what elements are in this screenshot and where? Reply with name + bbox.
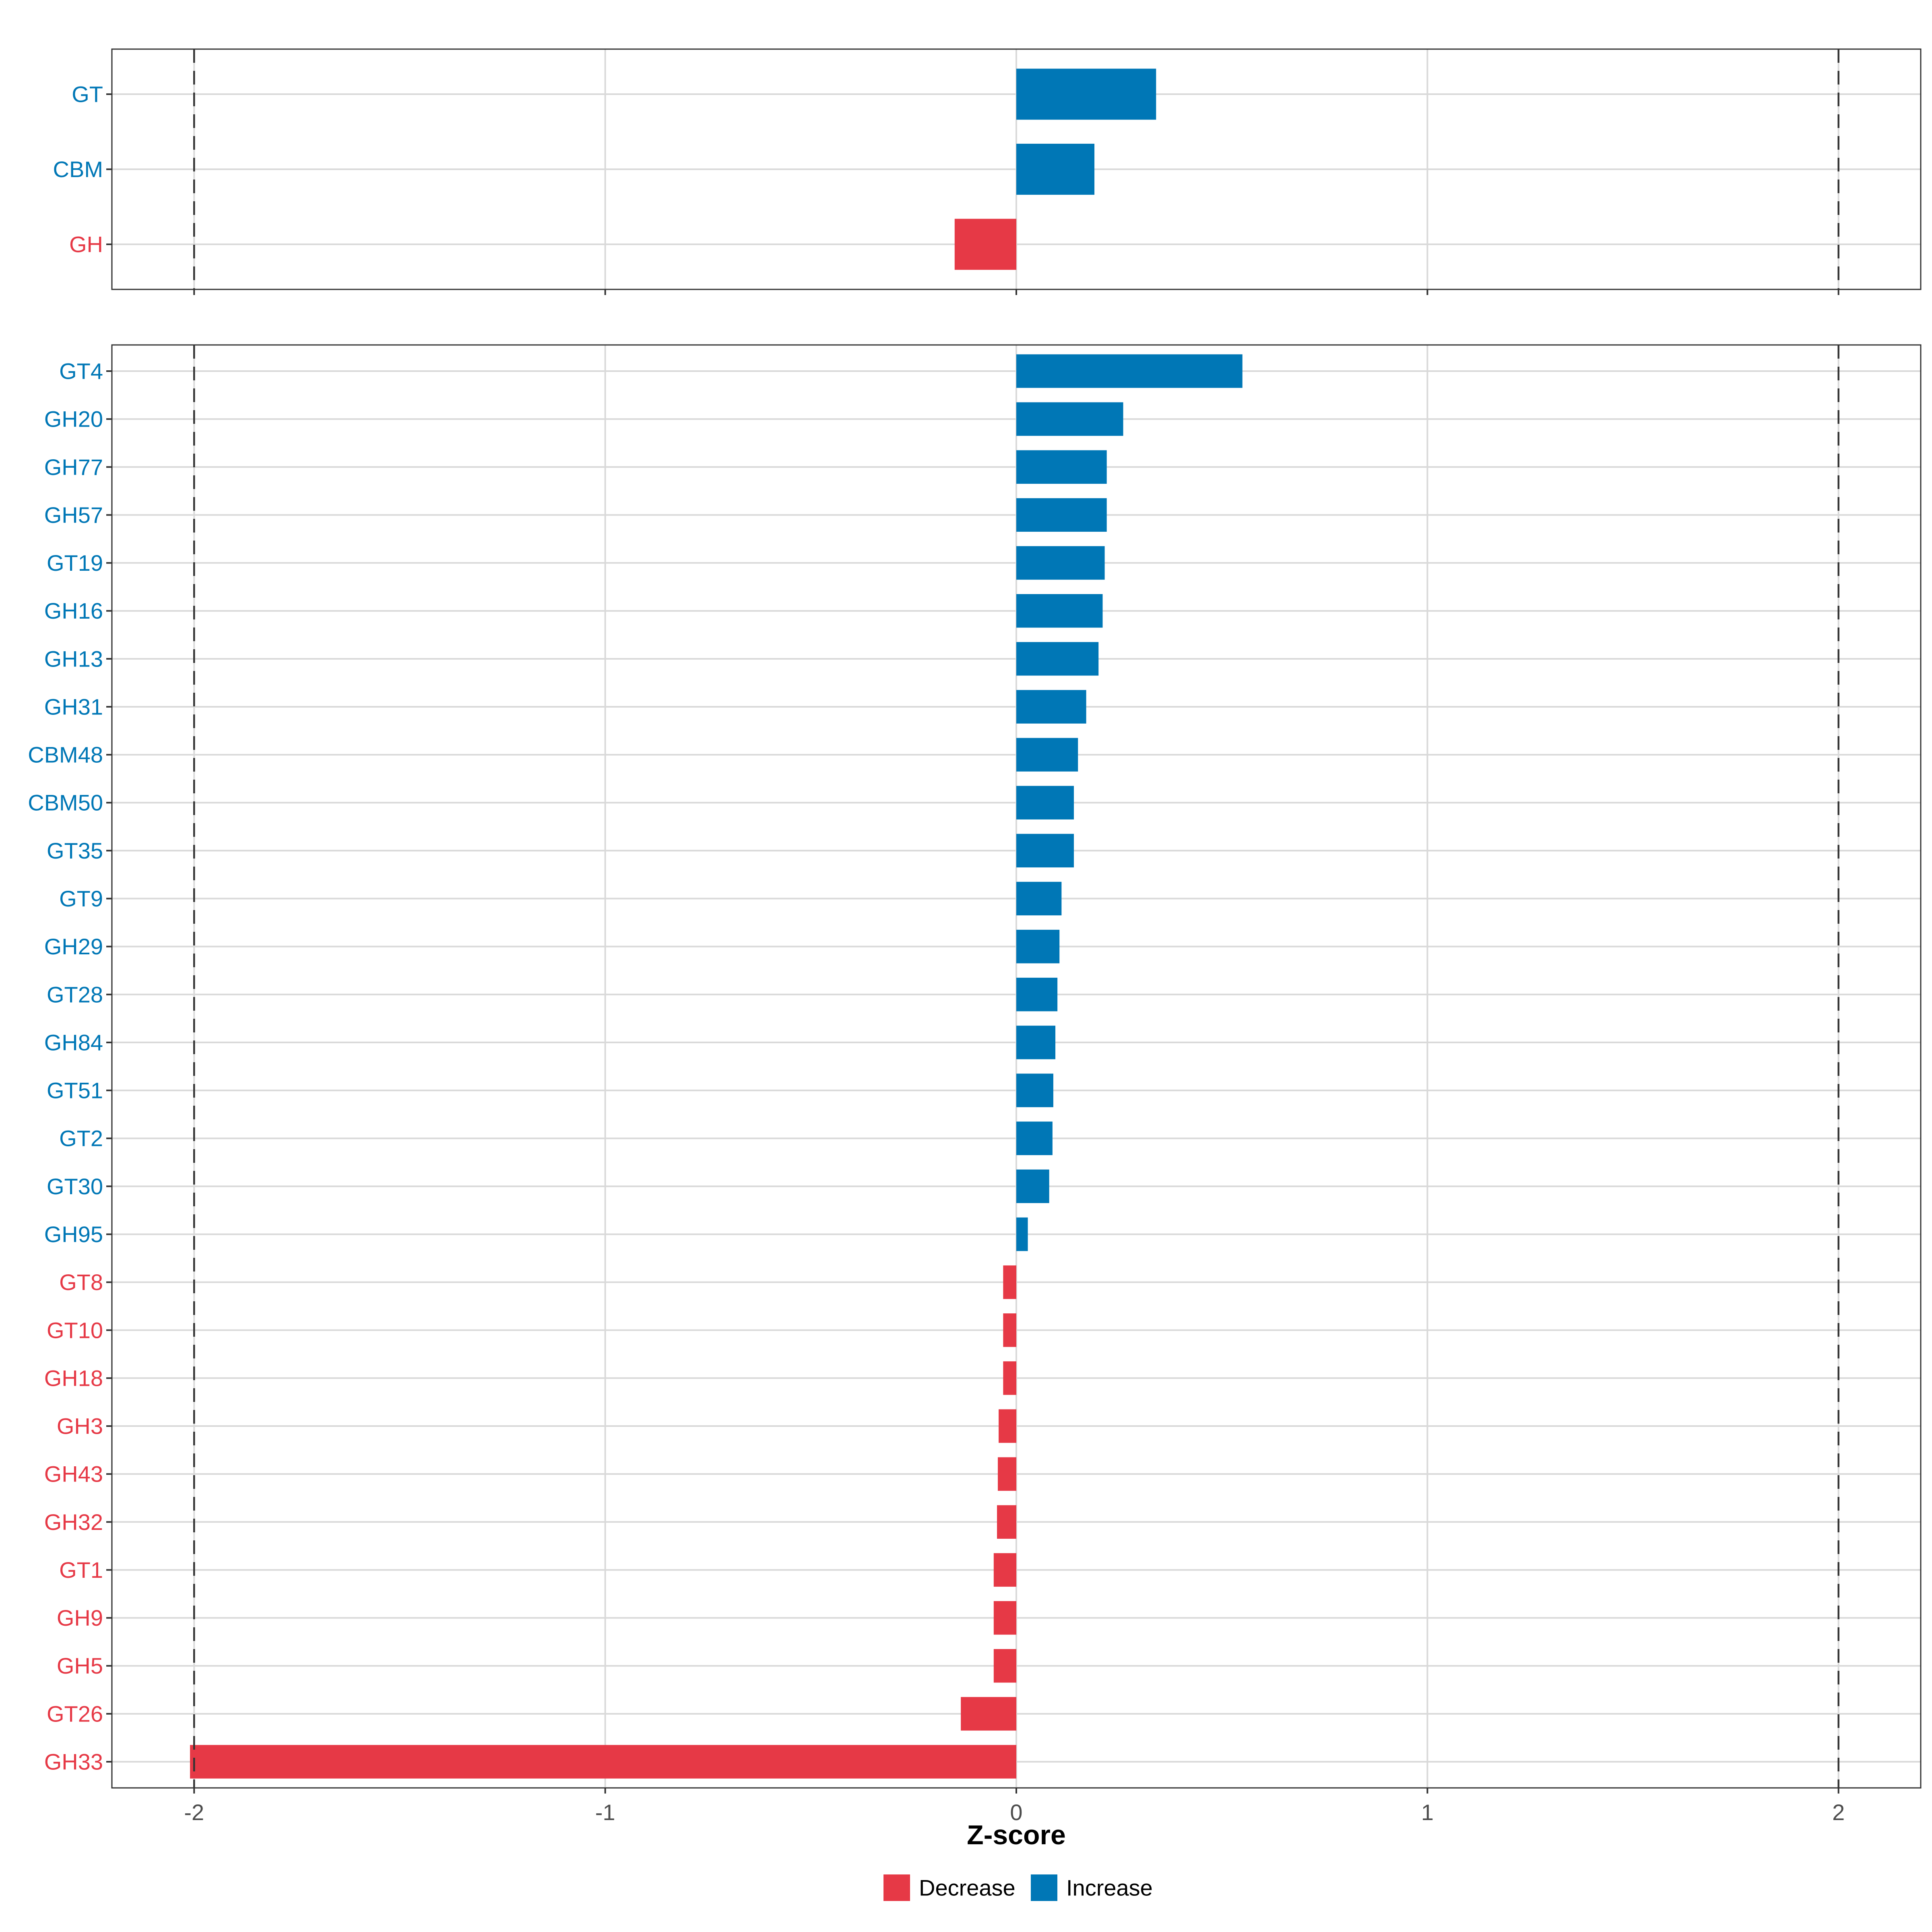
category-label-gh84: GH84 — [44, 1030, 103, 1055]
bar-gh18 — [1003, 1361, 1016, 1395]
category-label-gt28: GT28 — [47, 982, 103, 1007]
bar-cbm50 — [1016, 786, 1074, 819]
category-label-gt2: GT2 — [59, 1126, 103, 1151]
category-label-gt51: GT51 — [47, 1078, 103, 1103]
category-label-gh18: GH18 — [44, 1365, 103, 1391]
category-label-gt9: GT9 — [59, 886, 103, 911]
bar-gh20 — [1016, 402, 1123, 436]
bar-gh3 — [999, 1409, 1016, 1443]
category-label-gt26: GT26 — [47, 1701, 103, 1726]
category-label-cbm50: CBM50 — [28, 790, 103, 815]
bar-gt51 — [1016, 1073, 1053, 1107]
bar-gt10 — [1003, 1313, 1016, 1347]
category-label-gt35: GT35 — [47, 838, 103, 863]
x-tick-label: -1 — [595, 1800, 615, 1825]
category-label-gh9: GH9 — [57, 1605, 103, 1631]
category-label-gh77: GH77 — [44, 454, 103, 480]
legend-label-decrease: Decrease — [919, 1875, 1016, 1901]
category-label-gt10: GT10 — [47, 1317, 103, 1343]
category-label-gh31: GH31 — [44, 694, 103, 719]
legend-label-increase: Increase — [1066, 1875, 1153, 1901]
category-label-gt19: GT19 — [47, 550, 103, 576]
bar-gt26 — [961, 1697, 1016, 1731]
bar-gt28 — [1016, 978, 1058, 1011]
category-label-gh32: GH32 — [44, 1509, 103, 1535]
category-label-gh13: GH13 — [44, 646, 103, 671]
bar-gh33 — [190, 1745, 1016, 1779]
category-label-gh95: GH95 — [44, 1222, 103, 1247]
legend-swatch-increase — [1031, 1874, 1057, 1901]
bar-gh29 — [1016, 929, 1060, 964]
category-label-gh20: GH20 — [44, 407, 103, 432]
bar-gh16 — [1016, 594, 1103, 628]
bar-gh31 — [1016, 690, 1086, 724]
bar-gt19 — [1016, 546, 1105, 580]
category-label-gt: GT — [72, 82, 103, 107]
bar-gh13 — [1016, 642, 1099, 676]
bottom-panel: GT4 GH20 GH77 GH57 GT19 GH16 GH13 GH31 CBM48 CBM5… — [28, 344, 1922, 1789]
bar-gt9 — [1016, 881, 1062, 916]
category-label-gt30: GT30 — [47, 1174, 103, 1199]
x-tick-label: 1 — [1421, 1800, 1434, 1825]
bar-cbm48 — [1016, 738, 1078, 772]
bar-gh84 — [1016, 1026, 1056, 1059]
bar-gt35 — [1016, 834, 1074, 868]
category-label-cbm: CBM — [53, 157, 103, 182]
top-panel: GT CBM GH — [53, 48, 1922, 295]
bar-gh5 — [993, 1649, 1016, 1683]
bar-gh9 — [993, 1601, 1016, 1635]
category-label-gh43: GH43 — [44, 1461, 103, 1487]
bar-gh — [954, 219, 1016, 270]
x-axis: -2 -1 0 1 2 — [184, 1788, 1845, 1825]
x-tick-label: 2 — [1832, 1800, 1845, 1825]
bar-gt4 — [1016, 354, 1243, 388]
legend-swatch-decrease — [883, 1874, 910, 1901]
bar-gh77 — [1016, 450, 1107, 484]
category-label-gt8: GT8 — [59, 1269, 103, 1295]
x-tick-label: -2 — [184, 1800, 204, 1825]
bar-gt — [1016, 68, 1156, 120]
category-label-gh29: GH29 — [44, 934, 103, 959]
category-label-gh33: GH33 — [44, 1749, 103, 1775]
bar-gt1 — [993, 1553, 1016, 1587]
bar-gh95 — [1016, 1217, 1028, 1251]
bar-cbm — [1016, 144, 1095, 195]
category-label-gh3: GH3 — [57, 1414, 103, 1439]
bar-gt2 — [1016, 1121, 1053, 1155]
category-label-gt1: GT1 — [59, 1557, 103, 1583]
category-label-gh5: GH5 — [57, 1653, 103, 1678]
category-label-gh: GH — [69, 232, 103, 257]
category-label-gh57: GH57 — [44, 502, 103, 528]
bar-gh57 — [1016, 498, 1107, 532]
legend: Decrease Increase — [883, 1874, 1153, 1901]
bar-gt8 — [1003, 1265, 1016, 1299]
category-label-gh16: GH16 — [44, 598, 103, 623]
category-label-cbm48: CBM48 — [28, 742, 103, 768]
x-axis-title: Z-score — [967, 1820, 1066, 1850]
category-label-gt4: GT4 — [59, 359, 103, 384]
x-tick-label: 0 — [1010, 1800, 1022, 1825]
bar-gh32 — [997, 1505, 1016, 1539]
bar-gt30 — [1016, 1169, 1049, 1203]
bar-gh43 — [998, 1457, 1016, 1491]
